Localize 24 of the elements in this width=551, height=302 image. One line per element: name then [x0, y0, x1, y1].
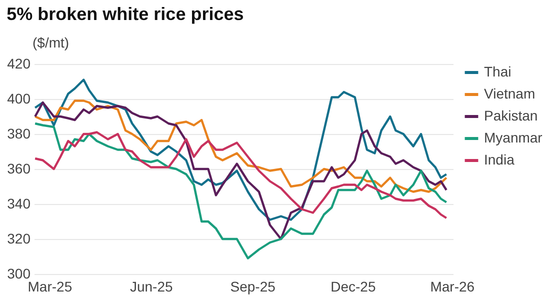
- y-tick-label: 420: [7, 56, 31, 72]
- line-series: [34, 101, 448, 240]
- line-series: [34, 78, 448, 221]
- y-tick-label: 360: [7, 160, 31, 176]
- x-tick-label: Mar-26: [430, 278, 475, 294]
- x-tick-label: Sep-25: [230, 278, 276, 294]
- y-tick-label: 340: [7, 196, 31, 212]
- x-tick-label: Jun-25: [130, 278, 173, 294]
- y-axis-title: ($/mt): [32, 34, 70, 50]
- y-tick-label: 300: [7, 266, 31, 282]
- line-series: [34, 100, 448, 193]
- legend-label: India: [484, 152, 515, 168]
- y-tick-label: 400: [7, 90, 31, 106]
- line-series: [34, 131, 448, 220]
- line-series: [34, 122, 448, 260]
- legend-label: Pakistan: [484, 108, 538, 124]
- y-tick-label: 320: [7, 230, 31, 246]
- legend-label: Vietnam: [484, 86, 536, 102]
- x-tick-label: Mar-25: [28, 278, 72, 294]
- legend-label: Thai: [484, 64, 512, 80]
- y-tick-label: 380: [7, 126, 31, 142]
- chart-title: 5% broken white rice prices: [6, 4, 244, 24]
- x-tick-label: Dec-25: [330, 278, 376, 294]
- legend-label: Myanmar: [484, 130, 543, 146]
